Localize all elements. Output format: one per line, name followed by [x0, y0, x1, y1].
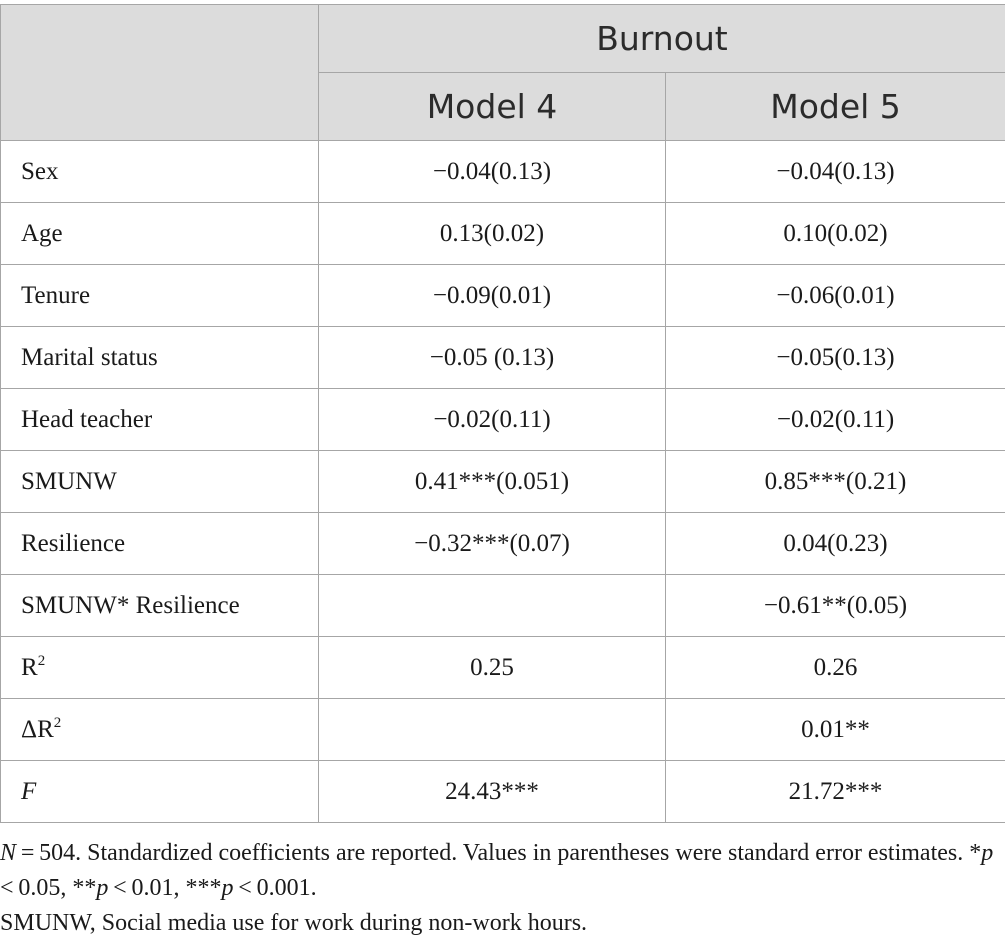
model-4-value: −0.04(0.13)	[318, 140, 666, 203]
row-label: Resilience	[0, 512, 319, 575]
model-5-value: 0.85***(0.21)	[664, 450, 1005, 513]
header-model-5: Model 5	[664, 72, 1005, 141]
row-label: R2	[0, 636, 319, 699]
model-4-value: 0.41***(0.051)	[318, 450, 666, 513]
model-5-value: 0.04(0.23)	[664, 512, 1005, 575]
row-label: F	[0, 760, 319, 823]
header-row-models: Model 4 Model 5	[1, 72, 1005, 141]
model-5-value: −0.61**(0.05)	[664, 574, 1005, 637]
model-4-value: −0.32***(0.07)	[318, 512, 666, 575]
row-label: Tenure	[0, 264, 319, 327]
model-4-value	[318, 698, 666, 761]
r-squared-symbol: R	[21, 653, 38, 681]
row-label: Age	[0, 202, 319, 265]
row-label: SMUNW* Resilience	[0, 574, 319, 637]
table-row: SMUNW 0.41***(0.051) 0.85***(0.21)	[0, 450, 1005, 513]
model-4-value: −0.02(0.11)	[318, 388, 666, 451]
row-label: Marital status	[0, 326, 319, 389]
footnote-sample-size: N = 504. Standardized coefficients are r…	[0, 840, 999, 901]
regression-table: Burnout Model 4 Model 5 Sex −0.04(0.13) …	[0, 4, 1005, 823]
model-5-value: −0.04(0.13)	[664, 140, 1005, 203]
header-empty-cell	[0, 4, 319, 141]
row-label: Head teacher	[0, 388, 319, 451]
model-5-value: 21.72***	[664, 760, 1005, 823]
superscript: 2	[53, 714, 62, 731]
superscript: 2	[37, 652, 46, 669]
model-5-value: 0.26	[664, 636, 1005, 699]
header-row-group: Burnout	[0, 4, 1005, 141]
table-footnotes: N = 504. Standardized coefficients are r…	[0, 836, 1005, 941]
table-row: Resilience −0.32***(0.07) 0.04(0.23)	[0, 512, 1005, 575]
table-row: Tenure −0.09(0.01) −0.06(0.01)	[0, 264, 1005, 327]
table-row: R2 0.25 0.26	[0, 636, 1005, 699]
model-4-value: −0.09(0.01)	[318, 264, 666, 327]
model-4-value: −0.05 (0.13)	[318, 326, 666, 389]
header-burnout: Burnout	[317, 4, 1005, 73]
header-model-4: Model 4	[318, 72, 666, 141]
table-row: Age 0.13(0.02) 0.10(0.02)	[0, 202, 1005, 265]
table-row: ΔR2 0.01**	[0, 698, 1005, 761]
footnote-abbreviation: SMUNW, Social media use for work during …	[0, 910, 588, 936]
model-4-value: 0.25	[318, 636, 666, 699]
model-4-value	[318, 574, 666, 637]
model-4-value: 0.13(0.02)	[318, 202, 666, 265]
model-5-value: −0.02(0.11)	[664, 388, 1005, 451]
table-row: SMUNW* Resilience −0.61**(0.05)	[0, 574, 1005, 637]
row-label: Sex	[0, 140, 319, 203]
row-label: SMUNW	[0, 450, 319, 513]
model-5-value: 0.10(0.02)	[664, 202, 1005, 265]
model-5-value: −0.06(0.01)	[664, 264, 1005, 327]
model-5-value: −0.05(0.13)	[664, 326, 1005, 389]
model-4-value: 24.43***	[318, 760, 666, 823]
delta-r-squared-symbol: ΔR	[21, 715, 54, 743]
table-row: Head teacher −0.02(0.11) −0.02(0.11)	[0, 388, 1005, 451]
row-label: ΔR2	[0, 698, 319, 761]
table-row: Marital status −0.05 (0.13) −0.05(0.13)	[0, 326, 1005, 389]
model-5-value: 0.01**	[664, 698, 1005, 761]
table-row: Sex −0.04(0.13) −0.04(0.13)	[0, 140, 1005, 203]
table-row: F 24.43*** 21.72***	[0, 760, 1005, 823]
